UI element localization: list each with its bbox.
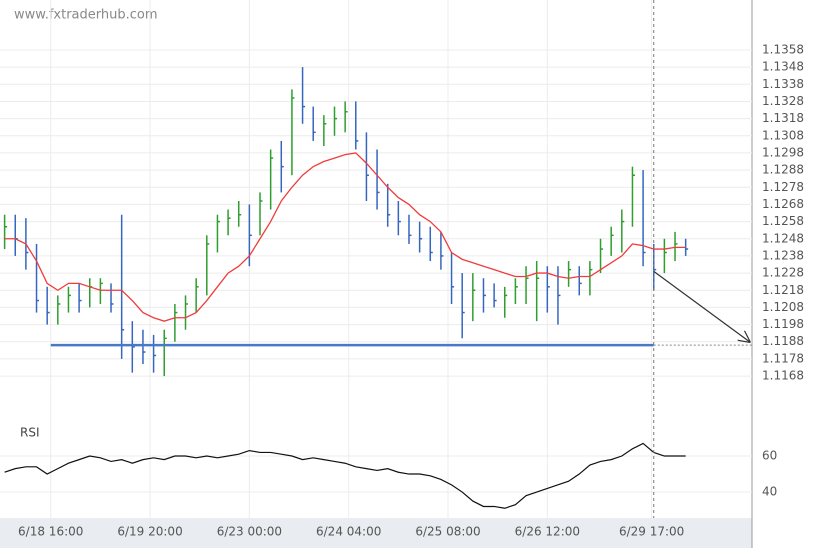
y-tick-label: 1.1288: [762, 163, 804, 177]
y-tick-label: 1.1178: [762, 351, 804, 365]
x-tick-label: 6/24 04:00: [316, 525, 381, 539]
x-axis-strip: [0, 518, 752, 548]
y-tick-label: 1.1238: [762, 248, 804, 262]
y-tick-label: 1.1348: [762, 60, 804, 74]
x-tick-label: 6/18 16:00: [18, 525, 83, 539]
y-tick-label: 1.1248: [762, 231, 804, 245]
moving-average: [4, 152, 686, 322]
y-tick-label: 1.1258: [762, 214, 804, 228]
y-tick-label: 1.1308: [762, 128, 804, 142]
x-tick-label: 6/23 00:00: [217, 525, 282, 539]
projection-arrow: [653, 270, 750, 341]
y-tick-label: 1.1198: [762, 317, 804, 331]
x-tick-label: 6/26 12:00: [515, 525, 580, 539]
x-tick-label: 6/25 08:00: [415, 525, 480, 539]
y-tick-label: 1.1268: [762, 197, 804, 211]
y-tick-label: 40: [762, 485, 777, 499]
y-tick-label: 1.1228: [762, 266, 804, 280]
y-tick-label: 1.1278: [762, 180, 804, 194]
y-tick-label: 1.1328: [762, 94, 804, 108]
y-tick-label: 60: [762, 449, 777, 463]
y-tick-label: 1.1358: [762, 42, 804, 56]
y-tick-label: 1.1218: [762, 283, 804, 297]
y-tick-label: 1.1298: [762, 145, 804, 159]
y-tick-label: 1.1188: [762, 334, 804, 348]
y-tick-label: 1.1318: [762, 111, 804, 125]
watermark: www.fxtraderhub.com: [14, 8, 158, 23]
x-tick-label: 6/19 20:00: [117, 525, 182, 539]
y-tick-label: 1.1168: [762, 369, 804, 383]
y-tick-label: 1.1208: [762, 300, 804, 314]
x-tick-label: 6/29 17:00: [619, 525, 684, 539]
y-tick-label: 1.1338: [762, 77, 804, 91]
rsi-title: RSI: [20, 426, 40, 440]
rsi-line: [4, 442, 686, 509]
